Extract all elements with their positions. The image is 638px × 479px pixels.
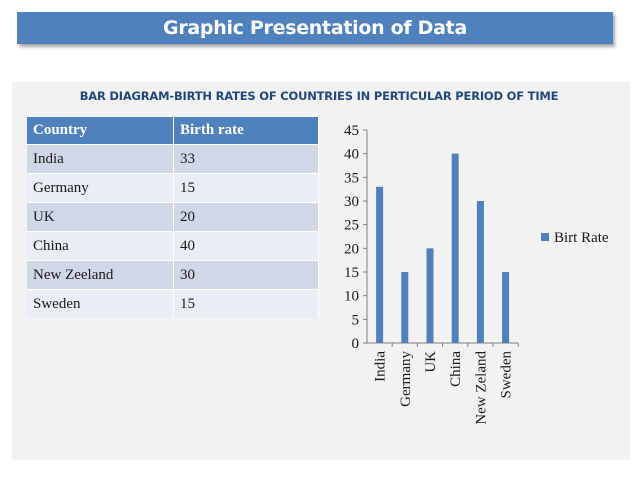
table-row: Sweden 15 xyxy=(27,289,319,318)
bar xyxy=(502,272,510,343)
bar xyxy=(376,186,384,343)
slide-title-bar: Graphic Presentation of Data xyxy=(17,12,613,44)
y-tick-label: 40 xyxy=(344,147,359,163)
x-tick-label: UK xyxy=(423,351,439,373)
table-row: China 40 xyxy=(27,231,319,261)
table-cell-country: Germany xyxy=(27,173,174,203)
table-cell-country: New Zeeland xyxy=(27,260,174,290)
y-tick-label: 5 xyxy=(352,312,360,328)
y-tick-label: 25 xyxy=(344,218,359,234)
slide-title: Graphic Presentation of Data xyxy=(163,17,467,39)
table-row: Germany 15 xyxy=(27,173,319,203)
table-cell-birth-rate: 40 xyxy=(173,231,319,261)
y-tick-label: 30 xyxy=(344,194,359,210)
table-cell-birth-rate: 15 xyxy=(173,289,319,318)
x-tick-label: Sweden xyxy=(499,351,515,399)
bar xyxy=(426,248,434,343)
birth-rate-table: Country Birth rate India 33 Germany 15 U… xyxy=(27,117,319,318)
y-tick-label: 45 xyxy=(344,123,359,139)
y-tick-label: 10 xyxy=(344,289,359,305)
x-tick-label: India xyxy=(373,351,389,382)
bar xyxy=(451,153,459,343)
table-cell-country: China xyxy=(27,231,174,261)
legend-label: Birt Rate xyxy=(554,230,609,246)
legend-swatch xyxy=(541,233,549,241)
y-tick-label: 20 xyxy=(344,241,359,257)
table-cell-country: UK xyxy=(27,202,174,232)
table-header-row: Country Birth rate xyxy=(27,117,319,145)
table-row: New Zeeland 30 xyxy=(27,260,319,290)
table-cell-birth-rate: 15 xyxy=(173,173,319,203)
table-cell-country: India xyxy=(27,144,174,174)
table-cell-birth-rate: 33 xyxy=(173,144,319,174)
x-tick-label: China xyxy=(448,351,464,387)
table-row: India 33 xyxy=(27,144,319,174)
table-cell-birth-rate: 20 xyxy=(173,202,319,232)
chart-heading: BAR DIAGRAM-BIRTH RATES OF COUNTRIES IN … xyxy=(79,89,559,103)
y-tick-label: 0 xyxy=(352,336,360,352)
bar xyxy=(476,201,484,343)
y-tick-label: 15 xyxy=(344,265,359,281)
table-cell-country: Sweden xyxy=(27,289,174,318)
y-tick-label: 35 xyxy=(344,170,359,186)
x-tick-label: Germany xyxy=(398,351,414,407)
table-row: UK 20 xyxy=(27,202,319,232)
table-header-country: Country xyxy=(27,117,174,145)
birth-rate-bar-chart: 0 5 10 15 20 25 30 35 40 45 India Germany UK China New… xyxy=(344,123,609,425)
x-tick-label: New Zeland xyxy=(473,351,489,425)
table-cell-birth-rate: 30 xyxy=(173,260,319,290)
table-header-birth-rate: Birth rate xyxy=(173,117,319,145)
bar xyxy=(401,272,409,343)
